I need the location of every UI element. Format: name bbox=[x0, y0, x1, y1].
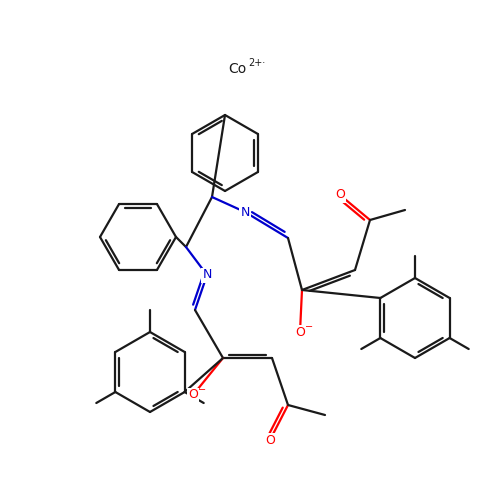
Text: O: O bbox=[295, 326, 305, 338]
Text: N: N bbox=[240, 206, 250, 218]
Text: 2+·: 2+· bbox=[248, 58, 265, 68]
Text: −: − bbox=[305, 322, 313, 332]
Text: O: O bbox=[335, 188, 345, 202]
Text: O: O bbox=[265, 434, 275, 446]
Text: O: O bbox=[188, 388, 198, 402]
Text: Co: Co bbox=[228, 62, 246, 76]
Text: N: N bbox=[202, 268, 211, 281]
Text: −: − bbox=[198, 385, 206, 395]
